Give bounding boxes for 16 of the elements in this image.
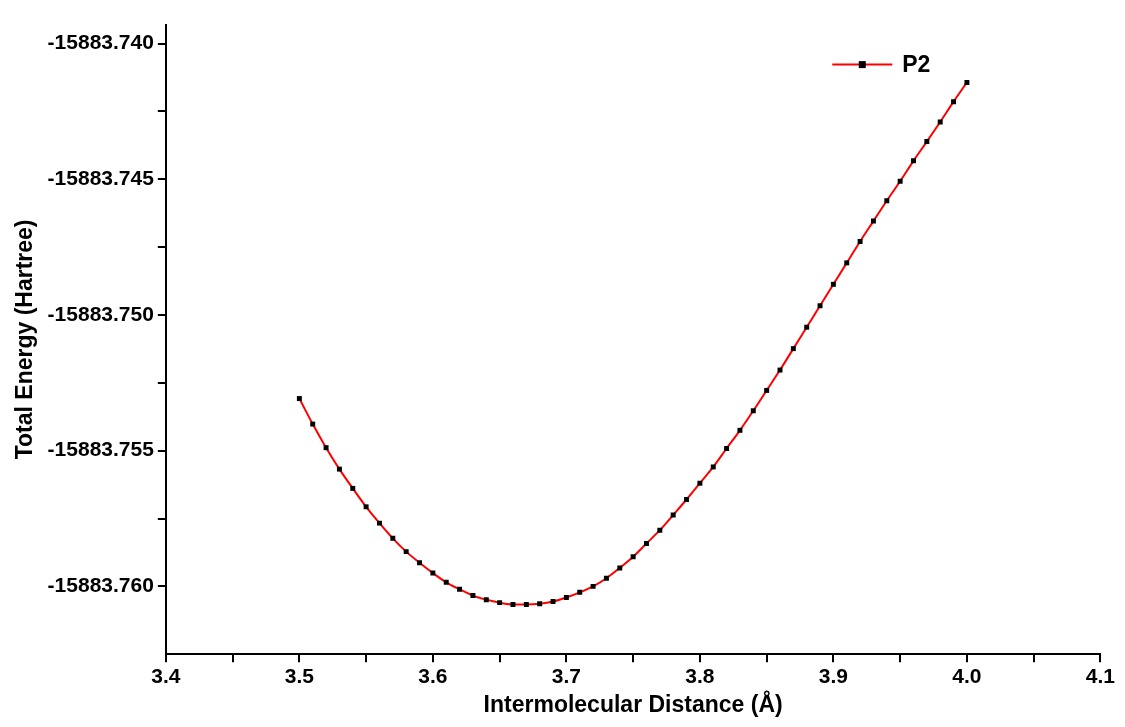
x-tick-label: 3.8 [685,663,715,687]
y-tick-label: -15883.745 [47,166,155,190]
x-axis-title: Intermolecular Distance (Å) [483,689,783,717]
y-axis-title: Total Energy (Hartree) [11,219,38,460]
x-tick-label: 3.9 [818,663,848,687]
legend-label: P2 [902,50,931,77]
x-tick-label: 3.4 [151,663,181,687]
x-tick-label: 3.6 [418,663,448,687]
y-tick-label: -15883.740 [47,30,154,54]
y-tick-label: -15883.750 [47,301,154,325]
y-tick-label: -15883.755 [47,437,155,461]
y-tick-label: -15883.760 [47,573,154,597]
x-tick-label: 4.0 [952,663,982,687]
x-tick-label: 3.5 [284,663,315,687]
x-tick-label: 4.1 [1085,663,1116,687]
x-tick-label: 3.7 [551,663,581,687]
